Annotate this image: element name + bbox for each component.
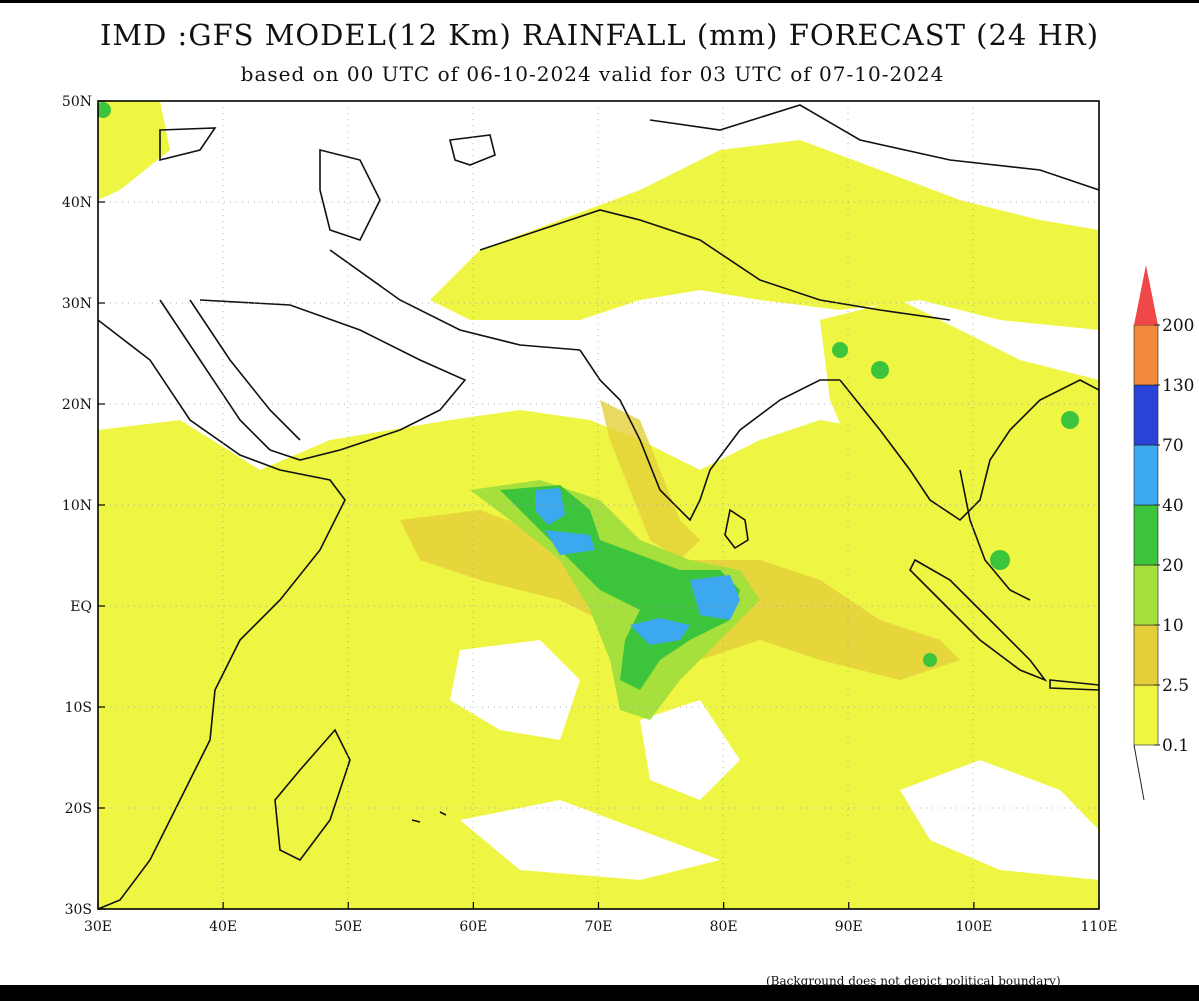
lon-tick-label: 60E [459, 919, 487, 935]
dry-area-south-indian-ocean [450, 640, 580, 740]
legend-level-label: 70 [1162, 436, 1184, 456]
lon-tick-label: 80E [710, 919, 738, 935]
aral-sea [449, 134, 496, 166]
rain-field-northwest [98, 101, 170, 200]
central-asia-borders [479, 104, 1099, 321]
legend-level-label: 0.1 [1162, 736, 1189, 756]
rain-cell [98, 102, 111, 118]
rain-band-10-to-20 [470, 480, 760, 720]
lat-tick-label: 20N [62, 397, 92, 413]
madagascar [274, 728, 351, 862]
rain-band-india [600, 400, 700, 560]
rain-band-40-to-70 [535, 488, 740, 645]
lat-tick-label: 20S [65, 801, 92, 817]
chart-title: IMD :GFS MODEL(12 Km) RAINFALL (mm) FORE… [99, 18, 1100, 52]
rain-cell [1061, 411, 1079, 429]
lon-tick-label: 90E [835, 919, 863, 935]
lon-tick-label: 110E [1081, 919, 1118, 935]
legend-swatch [1133, 564, 1159, 626]
rain-field-africa [98, 460, 260, 620]
longitude-axis: 30E 40E 50E 60E 70E 80E 90E 100E 110E [84, 902, 1118, 935]
arabian-peninsula [199, 299, 467, 461]
lon-tick-label: 100E [955, 919, 992, 935]
indochina-coast [839, 379, 1099, 522]
lon-tick-label: 70E [584, 919, 612, 935]
chart-subtitle: based on 00 UTC of 06-10-2024 valid for … [240, 62, 945, 86]
lat-tick-label: 30N [62, 296, 92, 312]
lon-tick-label: 30E [84, 919, 112, 935]
rain-field-north [430, 140, 1099, 330]
rainfall-legend: 0.1 2.5 10 20 40 70 130 200 [1133, 265, 1194, 801]
rain-cell [923, 653, 937, 667]
java [1049, 679, 1099, 691]
lon-tick-label: 40E [209, 919, 237, 935]
lat-tick-label: 40N [62, 195, 92, 211]
india-coastline [579, 349, 840, 522]
rain-cell [871, 361, 889, 379]
lat-tick-label: EQ [70, 599, 92, 615]
legend-level-label: 20 [1162, 556, 1184, 576]
sri-lanka [724, 508, 749, 550]
rain-field-ocean [98, 410, 1099, 909]
black-sea [159, 127, 217, 162]
legend-level-label: 10 [1162, 616, 1184, 636]
rainfall-fields [98, 101, 1099, 909]
rain-cell [832, 342, 848, 358]
malay-peninsula [959, 469, 1031, 601]
legend-swatch [1133, 384, 1159, 446]
sumatra [909, 558, 1048, 682]
legend-swatch-max [1134, 265, 1158, 325]
rain-cell [990, 550, 1010, 570]
legend-tail [1133, 744, 1145, 801]
legend-level-label: 2.5 [1162, 676, 1189, 696]
red-sea-outline [159, 299, 301, 451]
grid-lines [98, 101, 1099, 909]
legend-swatch [1133, 324, 1159, 386]
legend-swatch [1133, 684, 1159, 746]
lat-tick-label: 50N [62, 94, 92, 110]
lon-tick-label: 50E [334, 919, 362, 935]
lat-tick-label: 10S [65, 700, 92, 716]
legend-level-label: 200 [1162, 316, 1194, 336]
caspian-sea [319, 148, 381, 241]
small-islands [411, 811, 447, 823]
political-boundary-disclaimer: (Background does not depict political bo… [766, 974, 1061, 988]
screen-frame-bottom [0, 985, 1199, 1001]
lat-tick-label: 10N [62, 498, 92, 514]
dry-area-southwest-ocean [640, 700, 740, 800]
lat-tick-label: 30S [65, 902, 92, 918]
screen-frame-top [0, 0, 1199, 3]
legend-level-label: 40 [1162, 496, 1184, 516]
latitude-axis: 50N 40N 30N 20N 10N EQ 10S 20S 30S [62, 94, 105, 918]
legend-swatch [1133, 624, 1159, 686]
iran-coast [329, 249, 581, 351]
dry-area-southern-band [460, 800, 720, 880]
legend-swatch [1133, 504, 1159, 566]
legend-swatch [1133, 444, 1159, 506]
legend-level-label: 130 [1162, 376, 1194, 396]
dry-area-southeast [900, 760, 1099, 880]
